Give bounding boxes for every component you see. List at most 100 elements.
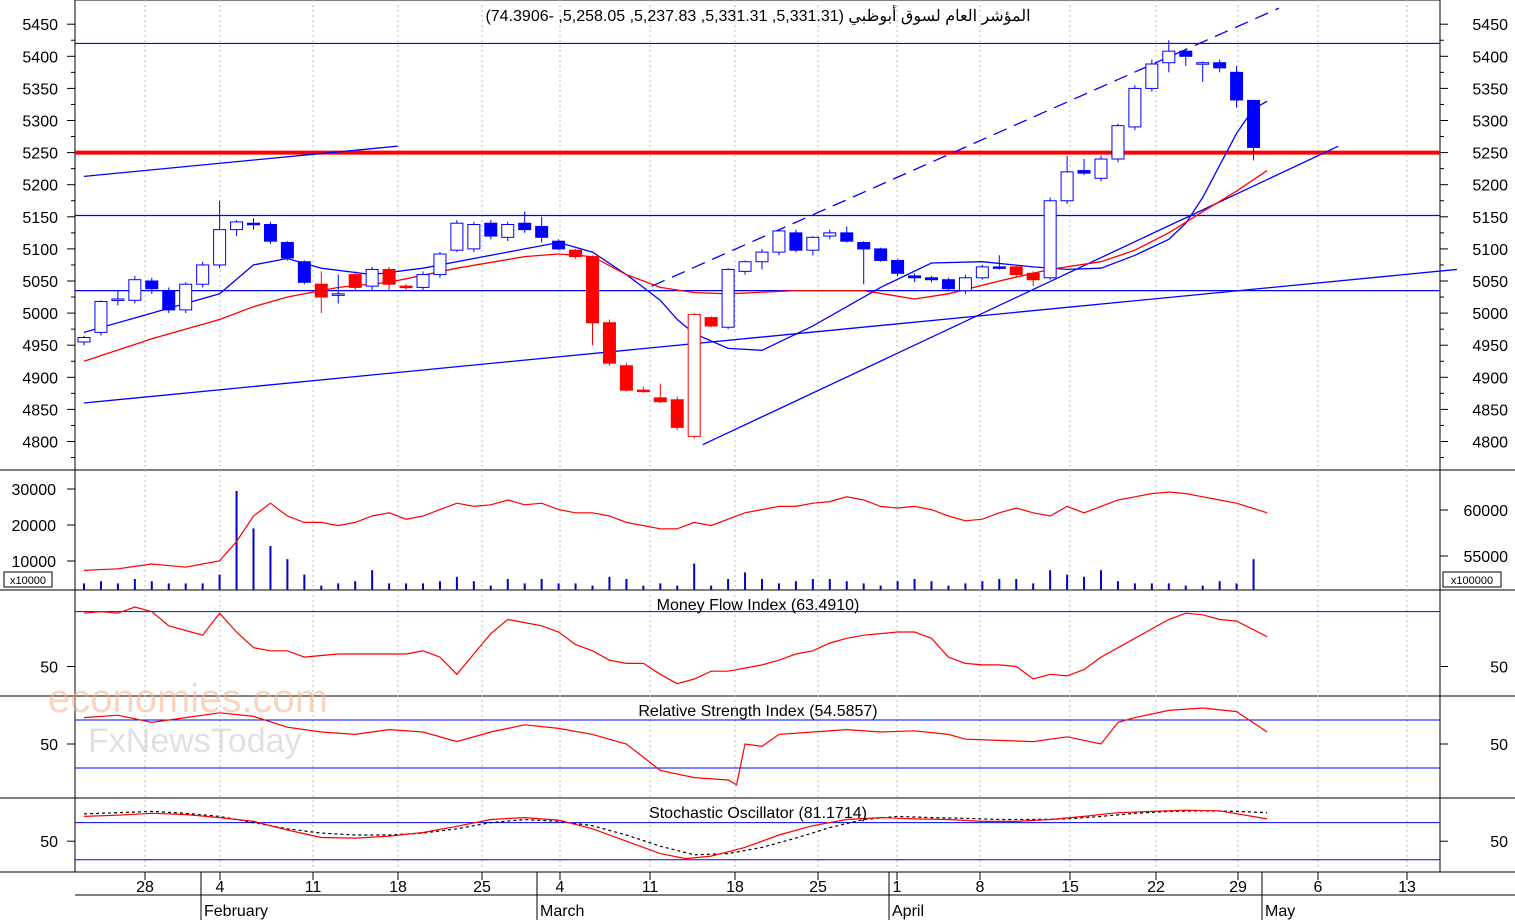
moving-average-red	[83, 170, 1268, 362]
mfi-label-right: 50	[1490, 660, 1508, 677]
candle-body-3	[128, 279, 142, 301]
price-label-right-5000: 5000	[1472, 306, 1508, 323]
candle-body-17	[365, 268, 379, 287]
volume-label-left-1: 20000	[12, 518, 57, 535]
price-label-right-5350: 5350	[1472, 81, 1508, 98]
price-label-right-5300: 5300	[1472, 114, 1508, 131]
date-label-1: 4	[216, 879, 225, 896]
chart-title: المؤشر العام لسوق أبوظبي (5,331.31, 5,33…	[485, 5, 1030, 25]
candle-body-67	[1213, 62, 1227, 69]
stoch-label-left: 50	[40, 834, 58, 851]
candle-body-18	[382, 268, 396, 285]
candle-body-15	[331, 293, 345, 296]
candle-body-1	[94, 301, 108, 333]
candle-body-64	[1162, 50, 1176, 64]
candle-body-31	[602, 322, 616, 364]
price-label-right-5250: 5250	[1472, 146, 1508, 163]
price-label-right-4900: 4900	[1472, 370, 1508, 387]
mfi-title: Money Flow Index (63.4910)	[657, 597, 860, 614]
mfi-label-left: 50	[40, 660, 58, 677]
candle-body-4	[145, 280, 159, 290]
candle-body-59	[1077, 170, 1091, 174]
candle-body-35	[670, 399, 684, 428]
candle-body-47	[874, 248, 888, 261]
candle-body-32	[619, 365, 633, 391]
date-label-0: 28	[136, 879, 154, 896]
candle-body-27	[535, 225, 549, 238]
rsi-label-right: 50	[1490, 737, 1508, 754]
volume-label-right-0: 60000	[1464, 503, 1509, 520]
candle-body-58	[1060, 171, 1074, 202]
price-label-left-5300: 5300	[22, 114, 58, 131]
candle-body-24	[484, 222, 498, 237]
date-gridlines	[144, 0, 1408, 872]
date-label-13: 29	[1229, 879, 1247, 896]
axes	[67, 23, 1448, 920]
price-label-left-5100: 5100	[22, 242, 58, 259]
watermark: economies.com FxNewsToday	[48, 677, 328, 760]
candle-body-68	[1230, 71, 1244, 101]
candle-body-26	[518, 222, 532, 231]
candle-body-61	[1111, 125, 1125, 160]
stoch-title: Stochastic Oscillator (81.1714)	[649, 805, 867, 822]
date-label-2: 11	[305, 879, 322, 896]
candle-body-66	[1196, 62, 1210, 65]
candle-body-22	[450, 222, 464, 251]
candle-body-40	[755, 251, 769, 263]
watermark-fxnewstoday: FxNewsToday	[88, 722, 302, 760]
price-label-left-4850: 4850	[22, 402, 58, 419]
price-label-left-5200: 5200	[22, 178, 58, 195]
candle-body-46	[857, 241, 871, 250]
price-label-left-5250: 5250	[22, 146, 58, 163]
candle-body-19	[399, 285, 413, 289]
price-label-right-5150: 5150	[1472, 210, 1508, 227]
price-label-left-5050: 5050	[22, 274, 58, 291]
candle-body-69	[1247, 99, 1261, 148]
candle-body-13	[297, 261, 311, 283]
candle-body-51	[941, 279, 955, 290]
candle-body-5	[162, 290, 176, 311]
rsi-line-value	[83, 707, 1268, 786]
candle-body-14	[314, 283, 328, 298]
price-label-right-4800: 4800	[1472, 435, 1508, 452]
candle-body-44	[823, 232, 837, 237]
date-label-11: 15	[1061, 879, 1079, 896]
date-label-6: 11	[642, 879, 659, 896]
candle-body-65	[1179, 50, 1193, 57]
candle-body-63	[1145, 63, 1159, 89]
candle-body-43	[806, 236, 820, 251]
candle-body-9	[230, 221, 244, 231]
candle-body-54	[992, 266, 1006, 269]
reference-lines	[75, 7, 1458, 446]
price-label-right-4850: 4850	[1472, 402, 1508, 419]
chart-frame	[0, 0, 1515, 896]
volume-label-right-1: 55000	[1464, 549, 1509, 566]
candle-body-39	[738, 261, 752, 272]
price-label-left-4950: 4950	[22, 338, 58, 355]
candle-body-12	[280, 241, 294, 259]
candle-body-28	[552, 240, 566, 250]
volume-unit-box-left	[3, 571, 53, 588]
candle-body-57	[1043, 200, 1057, 279]
candle-body-41	[772, 230, 786, 253]
date-label-5: 4	[556, 879, 565, 896]
candle-body-21	[433, 253, 447, 276]
rsi-title: Relative Strength Index (54.5857)	[638, 703, 877, 720]
date-label-9: 1	[893, 879, 902, 896]
trend-line-0	[83, 145, 398, 178]
candle-body-55	[1009, 266, 1023, 276]
price-label-right-4950: 4950	[1472, 338, 1508, 355]
candle-body-16	[348, 274, 362, 288]
price-label-left-5400: 5400	[22, 49, 58, 66]
rsi-label-left: 50	[40, 737, 58, 754]
price-label-left-4900: 4900	[22, 370, 58, 387]
candle-body-42	[789, 232, 803, 251]
price-label-left-5350: 5350	[22, 81, 58, 98]
date-label-14: 6	[1314, 879, 1323, 896]
candle-body-34	[653, 397, 667, 403]
date-label-7: 18	[726, 879, 744, 896]
candle-body-36	[687, 313, 701, 437]
candle-body-37	[704, 317, 718, 327]
date-label-10: 8	[976, 879, 985, 896]
